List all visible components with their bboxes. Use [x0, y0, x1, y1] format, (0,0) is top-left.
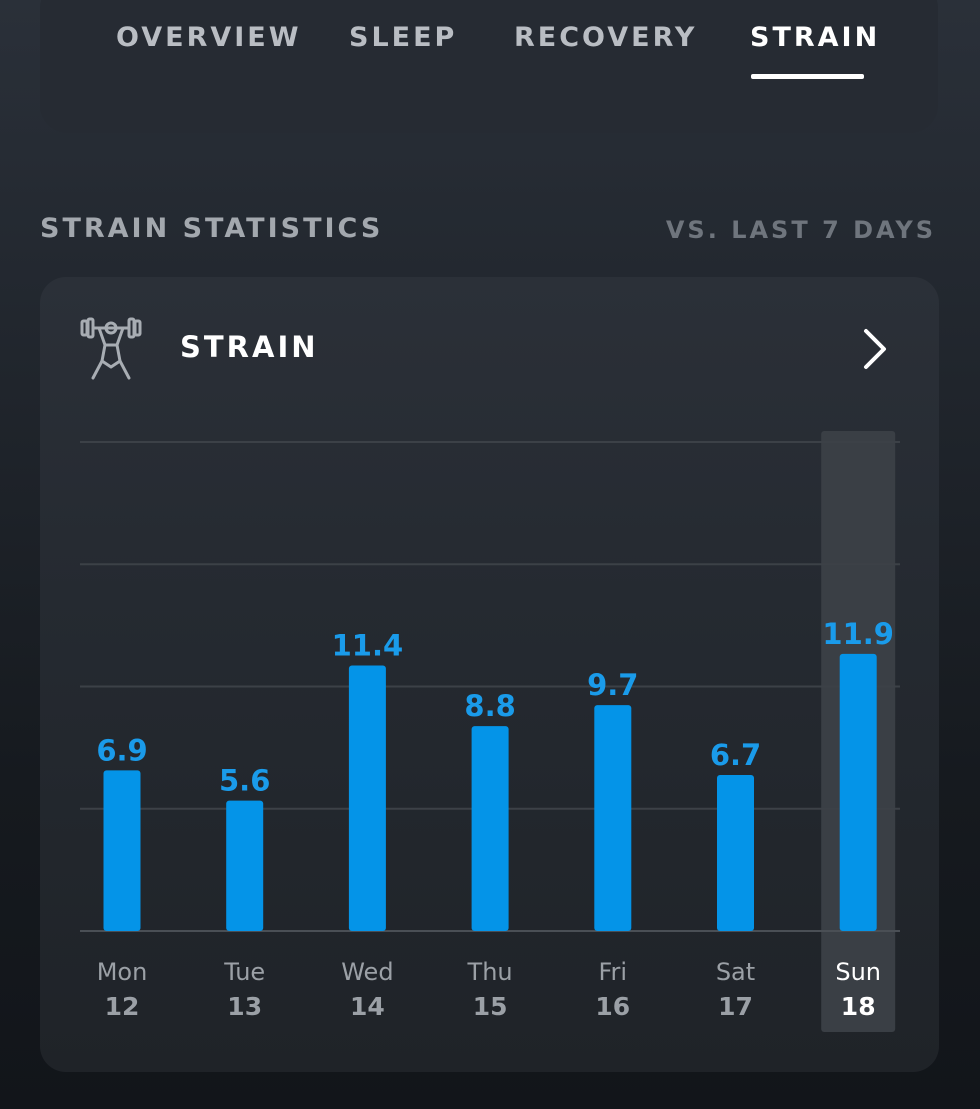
- bar-thu[interactable]: [471, 726, 509, 931]
- card-title: STRAIN: [180, 330, 319, 364]
- date-label: 14: [350, 992, 385, 1021]
- section-title: STRAIN STATISTICS: [40, 213, 384, 244]
- strain-bar-chart: 6.9 Mon 12 5.6 Tue 13 11.4 Wed 14 8.8 Thu 15 9.7 Fri 1…: [80, 431, 900, 1032]
- chevron-right-icon[interactable]: [860, 325, 892, 373]
- tab-recovery[interactable]: RECOVERY: [514, 22, 698, 53]
- day-label: Thu: [467, 958, 513, 986]
- bar-tue[interactable]: [226, 800, 264, 931]
- day-label: Sun: [835, 958, 881, 986]
- bar-value-label: 6.9: [96, 733, 147, 767]
- weightlifter-icon: [80, 317, 142, 380]
- bar-wed[interactable]: [348, 665, 386, 931]
- bar-sun[interactable]: [839, 653, 877, 931]
- comparison-period-label[interactable]: VS. LAST 7 DAYS: [665, 216, 936, 244]
- date-label: 12: [105, 992, 140, 1021]
- tab-bar: OVERVIEW SLEEP RECOVERY STRAIN: [0, 0, 980, 90]
- tab-overview[interactable]: OVERVIEW: [116, 22, 302, 53]
- bar-value-label: 11.9: [822, 617, 894, 651]
- tab-sleep[interactable]: SLEEP: [349, 22, 458, 53]
- date-label: 17: [718, 992, 753, 1021]
- bar-value-label: 8.8: [464, 689, 515, 723]
- top-card-background: [40, 0, 938, 133]
- tab-strain[interactable]: STRAIN: [750, 22, 881, 53]
- bar-mon[interactable]: [103, 770, 141, 931]
- bar-value-label: 11.4: [332, 629, 404, 663]
- bar-value-label: 5.6: [219, 764, 270, 798]
- bar-fri[interactable]: [594, 705, 632, 931]
- day-label: Wed: [341, 958, 393, 986]
- bar-value-label: 9.7: [587, 668, 638, 702]
- day-label: Tue: [223, 958, 265, 986]
- date-label: 18: [841, 992, 876, 1021]
- date-label: 13: [227, 992, 262, 1021]
- strain-card: STRAIN 6.9 Mon 12 5.6 Tue 13 11.4 Wed 14 8.8 Thu 15…: [40, 277, 939, 1072]
- day-label: Mon: [97, 958, 148, 986]
- active-tab-indicator: [751, 74, 864, 79]
- bar-sat[interactable]: [717, 774, 754, 931]
- day-label: Fri: [599, 958, 628, 986]
- day-label: Sat: [716, 958, 755, 986]
- date-label: 16: [595, 992, 630, 1021]
- date-label: 15: [473, 992, 508, 1021]
- bar-value-label: 6.7: [710, 738, 761, 772]
